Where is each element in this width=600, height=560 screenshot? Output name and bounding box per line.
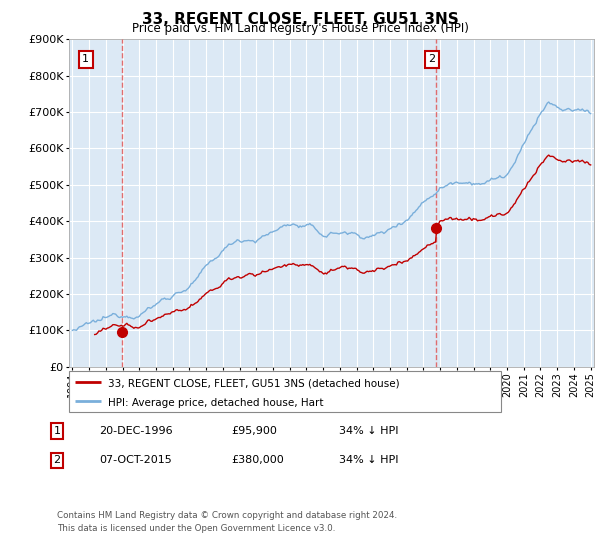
- FancyBboxPatch shape: [69, 371, 501, 412]
- Text: 1: 1: [82, 54, 89, 64]
- Text: 2: 2: [53, 455, 61, 465]
- Text: 2: 2: [428, 54, 436, 64]
- Text: Contains HM Land Registry data © Crown copyright and database right 2024.: Contains HM Land Registry data © Crown c…: [57, 511, 397, 520]
- Text: 1: 1: [53, 426, 61, 436]
- Text: 33, REGENT CLOSE, FLEET, GU51 3NS (detached house): 33, REGENT CLOSE, FLEET, GU51 3NS (detac…: [108, 379, 400, 389]
- Text: Price paid vs. HM Land Registry's House Price Index (HPI): Price paid vs. HM Land Registry's House …: [131, 22, 469, 35]
- Text: 33, REGENT CLOSE, FLEET, GU51 3NS: 33, REGENT CLOSE, FLEET, GU51 3NS: [142, 12, 458, 27]
- Text: 34% ↓ HPI: 34% ↓ HPI: [339, 455, 398, 465]
- Text: This data is licensed under the Open Government Licence v3.0.: This data is licensed under the Open Gov…: [57, 524, 335, 533]
- Text: £380,000: £380,000: [231, 455, 284, 465]
- Text: 20-DEC-1996: 20-DEC-1996: [99, 426, 173, 436]
- Text: HPI: Average price, detached house, Hart: HPI: Average price, detached house, Hart: [108, 398, 323, 408]
- Text: 07-OCT-2015: 07-OCT-2015: [99, 455, 172, 465]
- Text: 34% ↓ HPI: 34% ↓ HPI: [339, 426, 398, 436]
- Text: £95,900: £95,900: [231, 426, 277, 436]
